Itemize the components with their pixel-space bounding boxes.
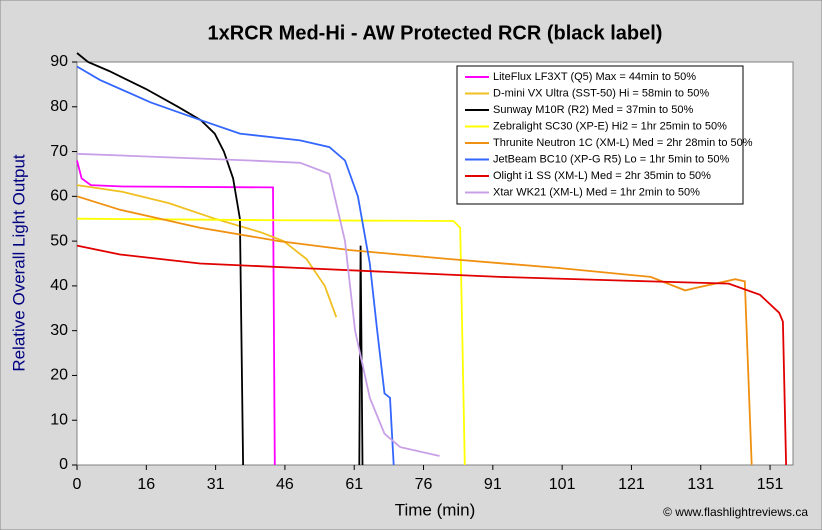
x-tick-label: 101 <box>549 476 576 493</box>
x-tick-label: 131 <box>687 476 714 493</box>
series-line <box>76 184 338 318</box>
legend-label: Sunway M10R (R2) Med = 37min to 50% <box>493 104 693 116</box>
x-tick-label: 46 <box>276 476 294 493</box>
series-line <box>76 244 787 466</box>
chart-title: 1xRCR Med-Hi - AW Protected RCR (black l… <box>208 22 663 44</box>
series-line <box>76 217 466 466</box>
y-tick-label: 70 <box>50 143 68 160</box>
legend-label: Thrunite Neutron 1C (XM-L) Med = 2hr 28m… <box>493 137 753 149</box>
legend-label: D-mini VX Ultra (SST-50) Hi = 58min to 5… <box>493 87 709 99</box>
y-axis-label: Relative Overall Light Output <box>9 154 28 372</box>
series-line <box>76 65 395 466</box>
y-tick-label: 10 <box>50 411 68 428</box>
y-tick-label: 30 <box>50 322 68 339</box>
legend-label: JetBeam BC10 (XP-G R5) Lo = 1hr 5min to … <box>493 153 730 165</box>
legend-label: Zebralight SC30 (XP-E) Hi2 = 1hr 25min t… <box>493 120 727 132</box>
x-tick-label: 151 <box>757 476 784 493</box>
x-tick-label: 31 <box>207 476 225 493</box>
x-tick-label: 16 <box>137 476 155 493</box>
series-line <box>76 195 753 466</box>
series-line <box>76 152 440 457</box>
x-tick-label: 76 <box>415 476 433 493</box>
legend-label: Olight i1 SS (XM-L) Med = 2hr 35min to 5… <box>493 170 711 182</box>
y-tick-label: 50 <box>50 232 68 249</box>
series-line <box>76 160 276 466</box>
x-tick-label: 91 <box>484 476 502 493</box>
credit: © www.flashlightreviews.ca <box>663 505 808 519</box>
y-tick-label: 40 <box>50 277 68 294</box>
legend-label: LiteFlux LF3XT (Q5) Max = 44min to 50% <box>493 71 696 83</box>
x-axis-label: Time (min) <box>395 500 476 519</box>
y-tick-label: 0 <box>59 456 68 473</box>
x-tick-label: 61 <box>345 476 363 493</box>
y-tick-label: 90 <box>50 53 68 70</box>
y-tick-label: 80 <box>50 98 68 115</box>
y-tick-label: 60 <box>50 188 68 205</box>
x-tick-label: 121 <box>618 476 645 493</box>
y-tick-label: 20 <box>50 367 68 384</box>
x-tick-label: 0 <box>73 476 82 493</box>
legend-label: Xtar WK21 (XM-L) Med = 1hr 2min to 50% <box>493 186 700 198</box>
legend-box <box>456 65 744 205</box>
